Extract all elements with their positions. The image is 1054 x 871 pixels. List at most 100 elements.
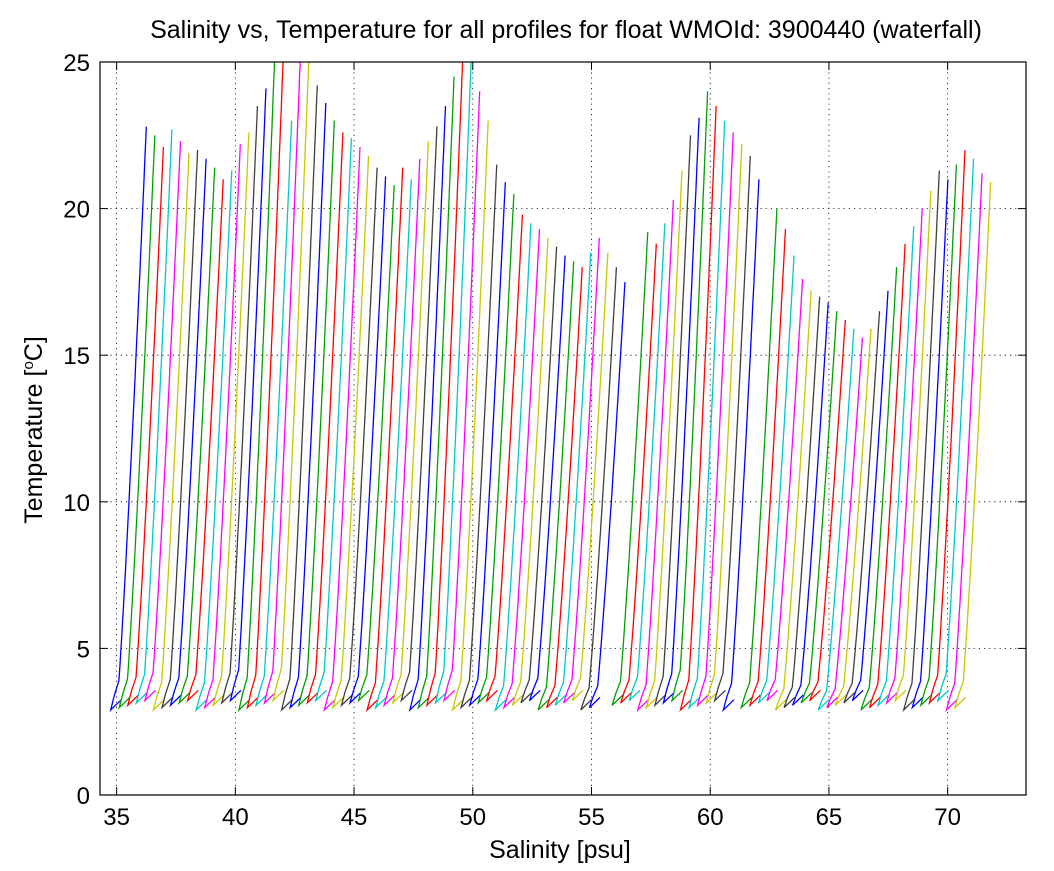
y-tick-label: 5	[77, 636, 90, 663]
profile-line	[911, 179, 949, 710]
profile-line	[229, 88, 267, 703]
profile-line	[928, 149, 966, 705]
profile-line	[945, 173, 983, 713]
ticks: 35 40 45 50 55 60 65 70 0 5 10 15 20 25	[63, 50, 1026, 831]
profile-line	[289, 102, 327, 710]
chart-title: Salinity vs, Temperature for all profile…	[150, 16, 982, 44]
profile-line	[400, 126, 438, 703]
profile-line	[554, 252, 592, 706]
x-tick-label: 60	[697, 804, 724, 831]
y-axis-label: Temperature [oC]	[20, 336, 48, 524]
profile-line	[126, 146, 165, 708]
profile-line	[722, 179, 760, 713]
profile-line	[860, 267, 898, 711]
x-tick-label: 55	[578, 804, 605, 831]
profile-line	[314, 138, 353, 703]
profile-line	[588, 281, 626, 709]
series-lines	[109, 61, 992, 713]
profile-line	[817, 328, 855, 711]
x-tick-label: 35	[103, 804, 130, 831]
x-tick-label: 50	[459, 804, 486, 831]
profile-line	[186, 179, 224, 703]
x-tick-label: 45	[341, 804, 368, 831]
profile-line	[809, 319, 846, 702]
profile-line	[893, 190, 932, 703]
profile-line	[365, 167, 404, 713]
profile-line	[851, 290, 889, 702]
y-tick-label: 15	[63, 343, 90, 370]
x-tick-label: 65	[816, 804, 843, 831]
profile-line	[628, 223, 666, 702]
profile-line	[493, 223, 532, 713]
profile-line	[520, 246, 558, 704]
x-axis-label: Salinity [psu]	[489, 836, 631, 864]
profile-line	[237, 61, 276, 712]
profile-line	[468, 182, 506, 708]
profile-line	[757, 255, 795, 704]
profile-line	[348, 176, 387, 706]
profile-line	[143, 141, 182, 703]
y-axis-label-sup: o	[20, 361, 37, 369]
profile-line	[417, 76, 455, 710]
profile-line	[670, 91, 709, 703]
profile-line	[254, 120, 293, 708]
y-axis-label-tail: C]	[20, 336, 48, 361]
profile-line	[485, 214, 524, 703]
profile-line	[537, 261, 575, 711]
profile-line	[194, 170, 233, 713]
profile-line	[160, 149, 199, 710]
profile-line	[834, 328, 872, 706]
profile-line	[118, 135, 156, 710]
profile-line	[212, 132, 250, 708]
profile-line	[739, 208, 778, 710]
profile-line	[152, 152, 190, 713]
profile-line	[459, 164, 498, 710]
profile-line	[713, 155, 751, 703]
profile-line	[451, 120, 489, 713]
profile-line	[220, 105, 259, 705]
profile-line	[545, 267, 583, 709]
profile-line	[704, 144, 743, 705]
profile-line	[442, 91, 481, 703]
profile-line	[774, 290, 812, 711]
profile-line	[687, 120, 726, 710]
profile-line	[662, 117, 700, 705]
profile-line	[135, 129, 173, 705]
plot-area: 35 40 45 50 55 60 65 70 0 5 10 15 20 25	[63, 50, 1027, 831]
profile-line	[843, 311, 881, 704]
profile-line	[528, 255, 566, 702]
y-tick-label: 0	[77, 783, 90, 810]
profile-line	[783, 296, 821, 709]
profile-line	[271, 61, 310, 703]
y-tick-label: 10	[63, 490, 90, 517]
profile-line	[109, 126, 147, 713]
profile-line	[408, 105, 447, 713]
y-axis-label-main: Temperature [	[20, 370, 48, 524]
profile-line	[280, 85, 318, 713]
profile-line	[902, 170, 940, 713]
x-tick-label: 70	[934, 804, 961, 831]
profile-line	[766, 278, 804, 702]
profile-line	[636, 199, 675, 713]
profile-line	[620, 243, 657, 704]
profile-line	[511, 237, 549, 706]
profile-line	[434, 61, 472, 705]
profile-line	[679, 105, 717, 713]
profile-line	[919, 164, 958, 708]
profile-line	[571, 252, 609, 702]
profile-line	[391, 141, 430, 705]
profile-line	[800, 311, 838, 704]
profile-line	[876, 226, 915, 708]
profile-line	[645, 170, 683, 710]
profile-line	[611, 232, 649, 706]
profile-line	[580, 267, 618, 711]
profile-line	[885, 208, 923, 706]
profile-line	[868, 243, 906, 709]
profile-line	[563, 237, 600, 704]
profile-line	[177, 167, 216, 705]
profile-line	[425, 61, 464, 708]
profile-line	[340, 167, 378, 708]
profile-line	[246, 61, 284, 710]
profile-line	[374, 179, 412, 710]
